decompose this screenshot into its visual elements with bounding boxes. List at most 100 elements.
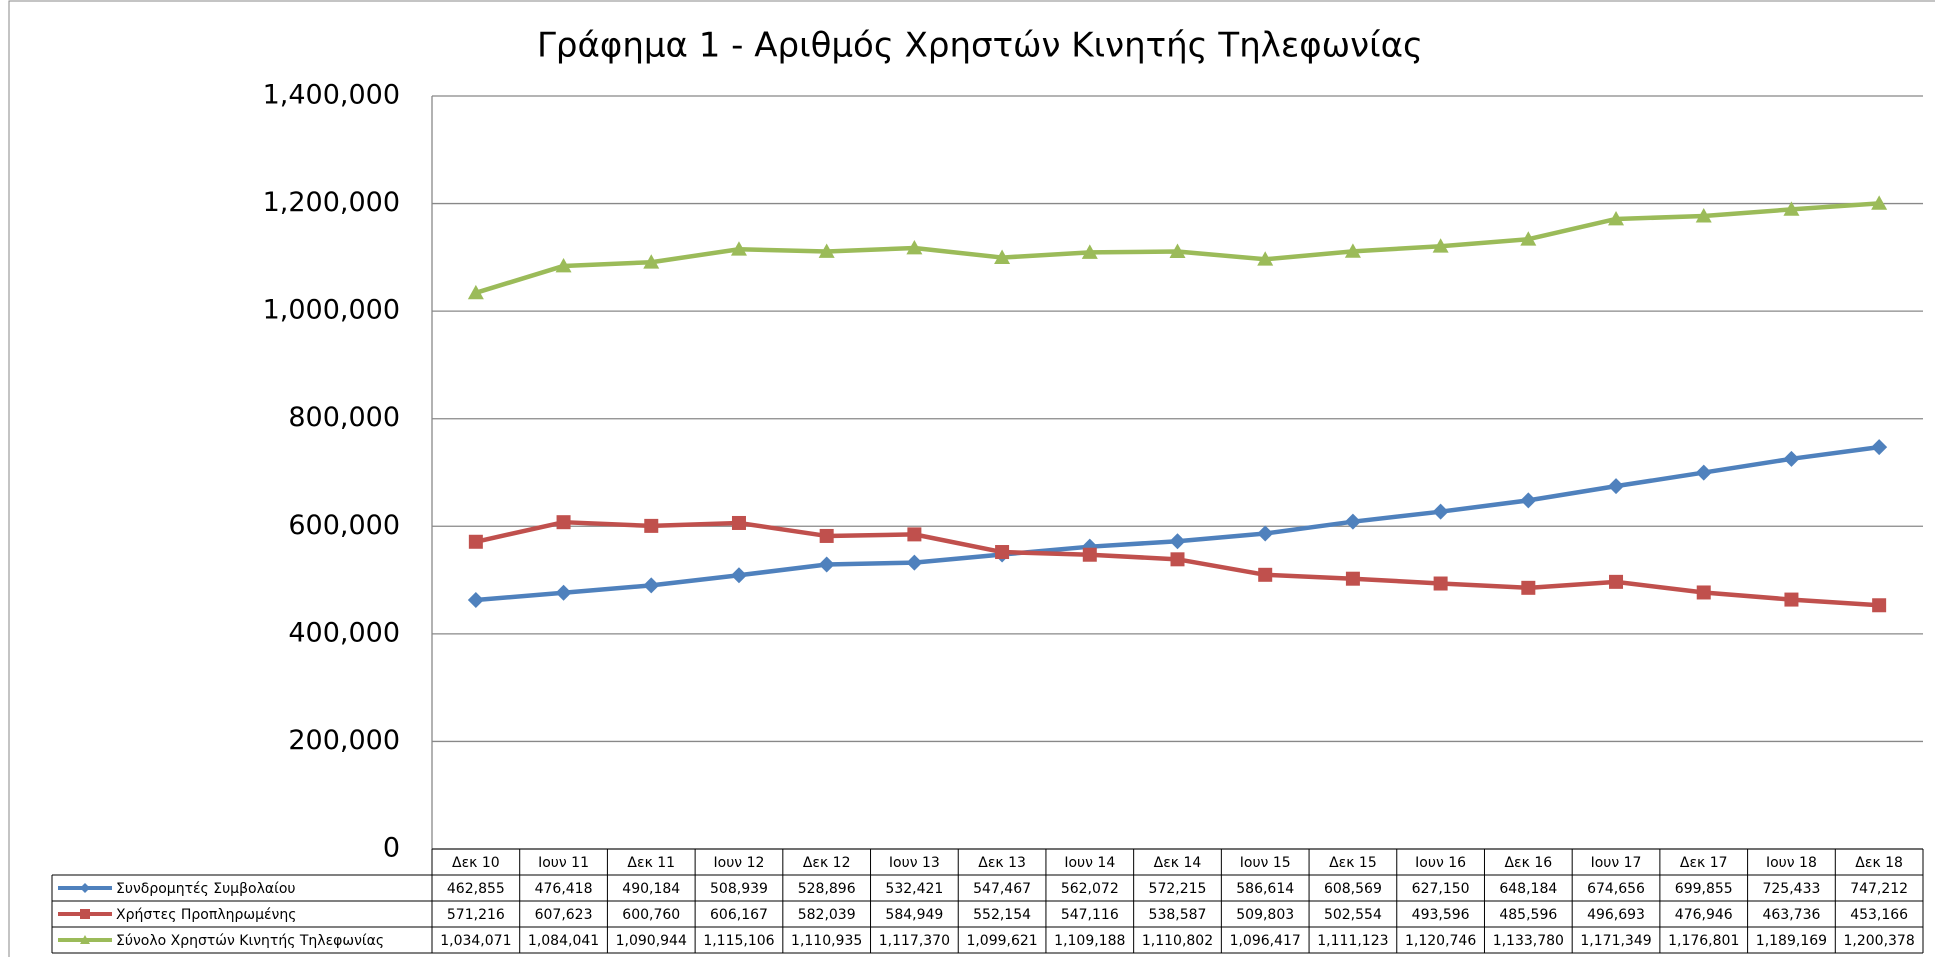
data-label: 476,946	[1675, 907, 1733, 923]
marker	[731, 515, 746, 530]
marker	[556, 515, 571, 530]
marker	[1432, 503, 1449, 520]
data-label: 538,587	[1149, 907, 1207, 923]
marker	[80, 909, 90, 919]
data-label: 1,176,801	[1668, 933, 1739, 949]
data-label: 586,614	[1236, 881, 1294, 897]
data-label: 674,656	[1587, 881, 1645, 897]
data-label: 493,596	[1412, 907, 1470, 923]
x-tick-label: Ιουν 16	[1415, 855, 1466, 871]
y-tick-label: 600,000	[288, 510, 400, 541]
marker	[467, 592, 484, 609]
data-label: 562,072	[1061, 881, 1119, 897]
data-label: 648,184	[1499, 881, 1557, 897]
marker	[730, 241, 747, 256]
data-label: 1,034,071	[440, 933, 511, 949]
marker	[1169, 243, 1186, 258]
marker	[1344, 243, 1361, 258]
marker	[907, 527, 922, 542]
y-tick-label: 800,000	[288, 402, 400, 433]
x-tick-label: Ιουν 13	[889, 855, 940, 871]
x-tick-label: Δεκ 18	[1855, 855, 1903, 871]
data-label: 1,115,106	[703, 933, 774, 949]
y-tick-label: 400,000	[288, 617, 400, 648]
marker	[906, 554, 923, 571]
data-label: 1,084,041	[528, 933, 599, 949]
data-label: 509,803	[1236, 907, 1294, 923]
data-label: 463,736	[1762, 907, 1820, 923]
marker	[818, 556, 835, 573]
data-label: 1,189,169	[1756, 933, 1827, 949]
x-tick-label: Δεκ 16	[1504, 855, 1552, 871]
x-tick-label: Ιουν 14	[1064, 855, 1115, 871]
data-label: 528,896	[798, 881, 856, 897]
data-label: 552,154	[973, 907, 1031, 923]
marker	[1520, 492, 1537, 509]
marker	[1432, 238, 1449, 253]
data-label: 490,184	[622, 881, 680, 897]
marker	[1082, 547, 1097, 562]
marker	[1784, 592, 1799, 607]
data-label: 1,109,188	[1054, 933, 1125, 949]
marker	[730, 567, 747, 584]
marker	[1345, 571, 1360, 586]
marker	[80, 935, 90, 944]
marker	[555, 584, 572, 601]
marker	[1344, 513, 1361, 530]
marker	[1081, 244, 1098, 259]
data-label: 508,939	[710, 881, 768, 897]
marker	[1872, 598, 1887, 613]
marker	[1170, 552, 1185, 567]
x-tick-label: Ιουν 18	[1766, 855, 1817, 871]
marker	[906, 240, 923, 255]
x-tick-label: Ιουν 17	[1591, 855, 1642, 871]
data-label: 453,166	[1850, 907, 1908, 923]
legend-label: Σύνολο Χρηστών Κινητής Τηλεφωνίας	[116, 933, 384, 949]
marker	[1783, 201, 1800, 216]
chart-title: Γράφημα 1 - Αριθμός Χρηστών Κινητής Τηλε…	[537, 26, 1423, 66]
y-tick-label: 1,200,000	[263, 187, 400, 218]
legend-label: Συνδρομητές Συμβολαίου	[116, 881, 296, 897]
data-label: 725,433	[1762, 881, 1820, 897]
marker	[1257, 251, 1274, 266]
marker	[468, 534, 483, 549]
data-label: 1,096,417	[1230, 933, 1301, 949]
marker	[1783, 450, 1800, 467]
data-label: 462,855	[447, 881, 505, 897]
marker	[1871, 195, 1888, 210]
y-tick-label: 0	[383, 833, 400, 864]
marker	[643, 254, 660, 269]
marker	[994, 249, 1011, 264]
x-tick-label: Δεκ 17	[1680, 855, 1728, 871]
data-label: 1,200,378	[1844, 933, 1915, 949]
marker	[643, 577, 660, 594]
data-label: 1,110,935	[791, 933, 862, 949]
x-tick-label: Δεκ 14	[1154, 855, 1202, 871]
marker	[467, 284, 484, 300]
marker	[1520, 231, 1537, 246]
marker	[1257, 525, 1274, 542]
marker	[819, 528, 834, 543]
data-label: 1,090,944	[616, 933, 687, 949]
marker	[1871, 439, 1888, 456]
data-label: 502,554	[1324, 907, 1382, 923]
data-label: 627,150	[1412, 881, 1470, 897]
data-label: 532,421	[885, 881, 943, 897]
marker	[1169, 533, 1186, 550]
data-label: 747,212	[1850, 881, 1908, 897]
data-label: 476,418	[535, 881, 593, 897]
data-label: 607,623	[535, 907, 593, 923]
data-label: 1,111,123	[1317, 933, 1388, 949]
x-tick-label: Ιουν 11	[538, 855, 589, 871]
marker	[1433, 576, 1448, 591]
data-label: 547,116	[1061, 907, 1119, 923]
x-tick-label: Δεκ 15	[1329, 855, 1377, 871]
data-label: 1,099,621	[966, 933, 1037, 949]
chart-border	[8, 0, 1935, 957]
legend-label: Χρήστες Προπληρωμένης	[116, 907, 296, 923]
marker	[80, 883, 90, 893]
marker	[1608, 478, 1625, 495]
marker	[1609, 574, 1624, 589]
marker	[1695, 464, 1712, 481]
